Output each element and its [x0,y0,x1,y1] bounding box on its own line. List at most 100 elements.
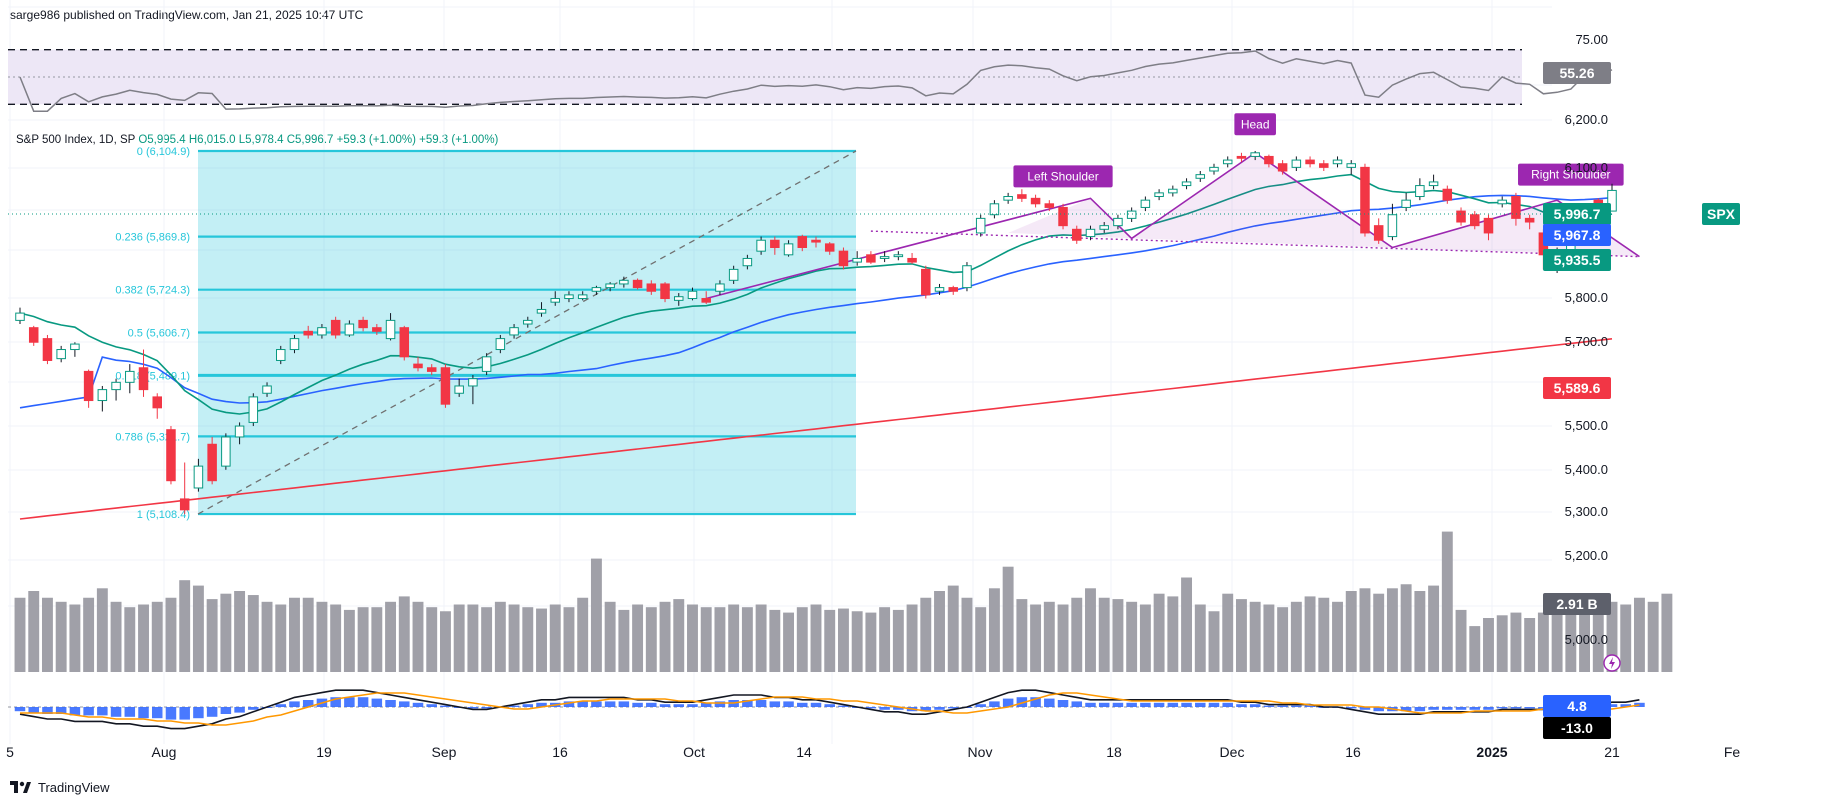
last-price-label-bg [1543,203,1611,225]
sma200-line [19,338,1613,520]
volume-bar [906,604,918,672]
volume-bar [1085,588,1096,672]
volume-bar [179,580,191,672]
candle-body [468,378,478,387]
candle [495,334,506,354]
candle [962,262,972,292]
candle-body [1346,163,1356,168]
neckline [870,230,1640,258]
candle-body [577,294,588,300]
candle-body [811,239,821,243]
candle [330,316,341,339]
volume-bar [1208,611,1220,672]
candle [1387,203,1398,241]
volume-bar [1414,591,1426,672]
candle [303,325,313,339]
volume-bar [728,604,740,672]
time-label-14: 14 [796,744,812,760]
candle-body [1113,217,1123,227]
candle [111,378,121,401]
last-price-label-group: 5,996.7 [1543,203,1611,225]
symbol-name[interactable]: S&P 500 Index, 1D, SP [16,134,136,146]
candle-body [70,343,80,351]
sma200-price-label: 5,589.6 [1554,380,1601,396]
macd-hist-bar [947,707,959,709]
sma200-price-label-group: 5,589.6 [1543,377,1611,399]
head-area [1131,152,1393,248]
candle [701,291,711,304]
candle [358,316,368,332]
candle [166,426,176,485]
volume-bar [96,588,108,672]
macd-hist-bar [1304,705,1316,707]
candle-body [1072,228,1082,241]
volume-bar [110,601,122,672]
macd-hist-bar [1167,702,1179,707]
macd-hist-bar [1222,702,1233,707]
time-label-Fe: Fe [1724,744,1741,760]
left-shoulder-label: Left Shoulder [1027,169,1098,183]
candle [262,382,272,397]
candle [152,393,162,419]
candle [1017,189,1027,202]
time-label-21: 21 [1604,744,1620,760]
candle-body [1250,152,1260,157]
candle [1497,196,1507,208]
macd-hist-bar [1483,707,1494,710]
volume-bar [1318,597,1330,672]
macd-hist-bar [234,707,245,713]
candle [1099,222,1109,233]
macd-hist-bar [1140,702,1151,707]
candle-body [358,319,368,329]
macd-hist-bar [138,707,149,719]
macd-hist-bar [1236,704,1247,707]
candle [619,276,629,288]
macd-hist-bar [522,704,534,707]
macd-hist-bar [975,704,986,707]
candle-body [1085,228,1096,238]
candle [1126,207,1137,223]
ema-price-label-group: 5,935.5 [1543,249,1611,271]
macd-hist-bar [742,700,753,707]
volume-bar [1469,626,1481,672]
volume-bar [1606,601,1618,672]
candle [1415,178,1425,201]
volume-bar [1194,604,1206,672]
candle-body [1524,217,1535,223]
volume-bar [357,607,369,672]
candle [1072,225,1082,244]
macd-hist-bar [1496,707,1508,709]
candle-body [632,279,643,289]
macd-hist-bar [289,701,300,707]
candle [1195,171,1206,182]
volume-bar [769,609,781,672]
macd-hist-bar [1606,704,1618,707]
macd-value-label-bg [1543,717,1611,739]
sma-price-label-bg [1543,224,1611,246]
candle-body [248,396,259,423]
candle-body [1511,196,1521,219]
candle-body [989,203,1000,216]
macd-hist-bar [344,697,355,707]
candle-body [289,338,300,351]
volume-bar [700,607,712,672]
volume-bar [1633,597,1645,672]
volume-bar [1222,593,1234,672]
time-label-16: 16 [1345,744,1361,760]
candle [1154,189,1164,201]
candle-body [1470,214,1480,227]
volume-bar [371,607,383,672]
candle-body [866,254,876,263]
candle-body [1003,196,1013,201]
macd-hist-bar [42,707,53,714]
macd-hist-bar [1249,704,1261,707]
candle [1346,160,1356,175]
symbol-tag: SPX [1707,206,1736,222]
candle [234,422,245,445]
candle [385,313,396,341]
candle-body [509,327,519,336]
candle [1113,214,1123,230]
volume-bar [1428,585,1440,672]
volume-bar [604,601,616,672]
